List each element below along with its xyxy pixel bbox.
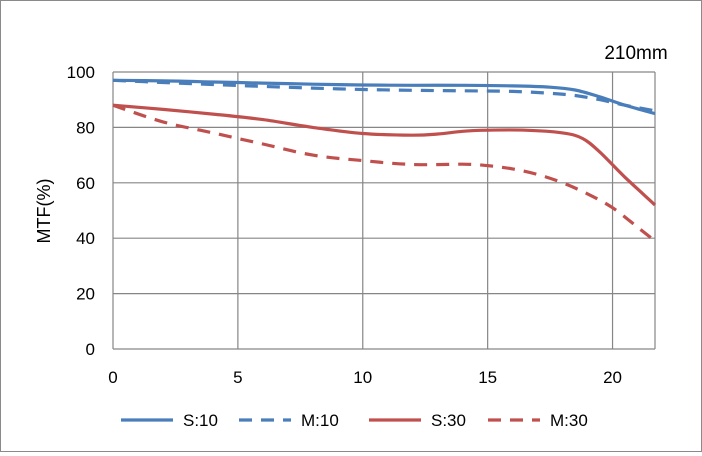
grid xyxy=(112,71,656,350)
tick-labels: 0 20 40 60 80 100 0 5 10 15 20 xyxy=(67,63,622,387)
series-line-s-10 xyxy=(112,78,656,116)
x-tick-label: 0 xyxy=(108,368,117,387)
legend-label: S:10 xyxy=(183,411,218,430)
series-line-s-30 xyxy=(112,103,657,207)
x-tick-label: 15 xyxy=(478,368,497,387)
x-tick-label: 10 xyxy=(353,368,372,387)
y-tick-label: 40 xyxy=(76,229,95,248)
series-line-m-10 xyxy=(112,78,656,113)
y-tick-label: 60 xyxy=(76,174,95,193)
x-tick-label: 5 xyxy=(233,368,242,387)
legend: S:10 M:10 S:30 M:30 xyxy=(121,411,588,430)
y-tick-label: 20 xyxy=(76,285,95,304)
y-tick-label: 0 xyxy=(86,340,95,359)
series-line-m-30 xyxy=(112,103,656,243)
y-axis-label: MTF(%) xyxy=(34,179,54,244)
y-tick-label: 80 xyxy=(76,118,95,137)
y-tick-label: 100 xyxy=(67,63,95,82)
chart-title: 210mm xyxy=(604,43,667,64)
legend-label: S:30 xyxy=(431,411,466,430)
legend-label: M:10 xyxy=(301,411,339,430)
legend-label: M:30 xyxy=(550,411,588,430)
x-tick-label: 20 xyxy=(603,368,622,387)
series-lines xyxy=(112,78,657,243)
